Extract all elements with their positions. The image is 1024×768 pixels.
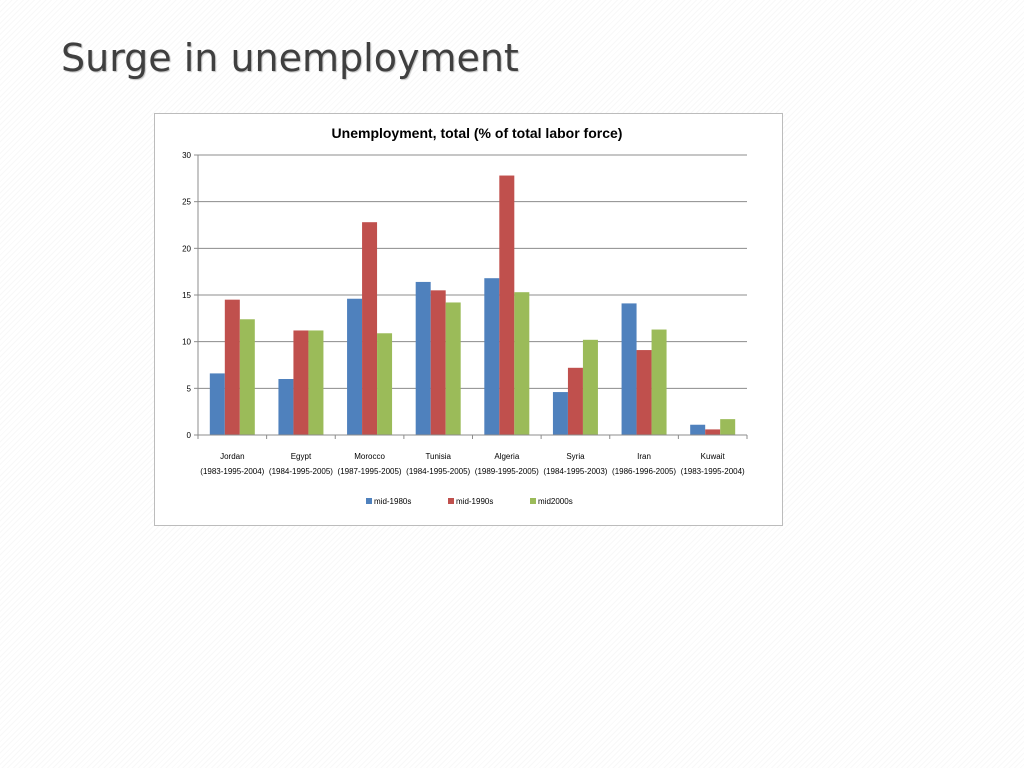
y-tick-label: 5 xyxy=(187,384,192,393)
x-tick-label: Morocco xyxy=(354,452,385,461)
y-tick-label: 30 xyxy=(182,151,191,160)
chart-title: Unemployment, total (% of total labor fo… xyxy=(332,125,623,141)
bar-mid-1980s-algeria xyxy=(484,278,500,435)
y-tick-label: 0 xyxy=(187,431,192,440)
x-tick-sublabel: (1987-1995-2005) xyxy=(338,467,402,476)
x-axis xyxy=(197,155,748,439)
legend-label: mid2000s xyxy=(538,497,573,506)
y-tick-label: 15 xyxy=(182,291,191,300)
bar-mid-1990s-jordan xyxy=(224,299,240,435)
bar-mid2000s-algeria xyxy=(514,292,530,435)
bar-mid2000s-tunisia xyxy=(445,302,461,435)
y-axis-ticks: 0 5 10 15 20 25 30 xyxy=(182,151,191,440)
bar-mid2000s-jordan xyxy=(239,319,255,435)
bar-mid-1990s-algeria xyxy=(499,175,515,435)
x-tick-sublabel: (1983-1995-2004) xyxy=(200,467,264,476)
bar-mid-1990s-morocco xyxy=(362,222,378,435)
y-tick-label: 20 xyxy=(182,244,191,253)
x-tick-sublabel: (1983-1995-2004) xyxy=(681,467,745,476)
bar-mid-1980s-kuwait xyxy=(690,424,706,435)
chart-area: Unemployment, total (% of total labor fo… xyxy=(154,113,783,526)
legend-swatch xyxy=(366,498,372,504)
bar-mid-1990s-kuwait xyxy=(705,429,721,435)
y-tick-label: 10 xyxy=(182,338,191,347)
x-tick-label: Algeria xyxy=(494,452,519,461)
bar-mid-1990s-syria xyxy=(567,367,583,435)
bar-mid-1990s-tunisia xyxy=(430,290,446,435)
bar-mid2000s-egypt xyxy=(308,330,324,435)
bar-mid-1980s-syria xyxy=(552,392,568,435)
x-tick-sublabel: (1986-1996-2005) xyxy=(612,467,676,476)
bar-mid-1980s-tunisia xyxy=(415,281,431,435)
x-tick-label: Egypt xyxy=(291,452,312,461)
legend-label: mid-1990s xyxy=(456,497,493,506)
bar-mid-1980s-morocco xyxy=(347,298,363,435)
bars xyxy=(209,175,736,435)
slide-title: Surge in unemployment xyxy=(61,36,519,80)
bar-mid2000s-morocco xyxy=(377,333,393,435)
y-tick-label: 25 xyxy=(182,198,191,207)
bar-mid2000s-kuwait xyxy=(720,419,736,435)
bar-mid-1990s-egypt xyxy=(293,330,309,435)
legend-swatch xyxy=(530,498,536,504)
bar-mid-1980s-iran xyxy=(621,303,637,435)
bar-mid2000s-iran xyxy=(651,329,667,435)
x-tick-label: Kuwait xyxy=(701,452,726,461)
x-tick-label: Tunisia xyxy=(425,452,451,461)
legend-swatch xyxy=(448,498,454,504)
x-tick-sublabel: (1984-1995-2005) xyxy=(406,467,470,476)
x-tick-sublabel: (1984-1995-2005) xyxy=(269,467,333,476)
bar-mid-1990s-iran xyxy=(636,350,652,435)
bar-mid-1980s-egypt xyxy=(278,379,294,435)
x-axis-labels: Jordan (1983-1995-2004) Egypt (1984-1995-20… xyxy=(200,452,745,476)
x-tick-label: Syria xyxy=(566,452,585,461)
bar-mid-1980s-jordan xyxy=(209,373,225,435)
x-tick-sublabel: (1989-1995-2005) xyxy=(475,467,539,476)
bar-mid2000s-syria xyxy=(582,339,598,435)
legend-label: mid-1980s xyxy=(374,497,411,506)
legend: mid-1980s mid-1990s mid2000s xyxy=(366,497,573,506)
bar-chart: Unemployment, total (% of total labor fo… xyxy=(182,125,748,506)
x-tick-label: Jordan xyxy=(220,452,244,461)
x-tick-label: Iran xyxy=(637,452,651,461)
x-tick-sublabel: (1984-1995-2003) xyxy=(543,467,607,476)
